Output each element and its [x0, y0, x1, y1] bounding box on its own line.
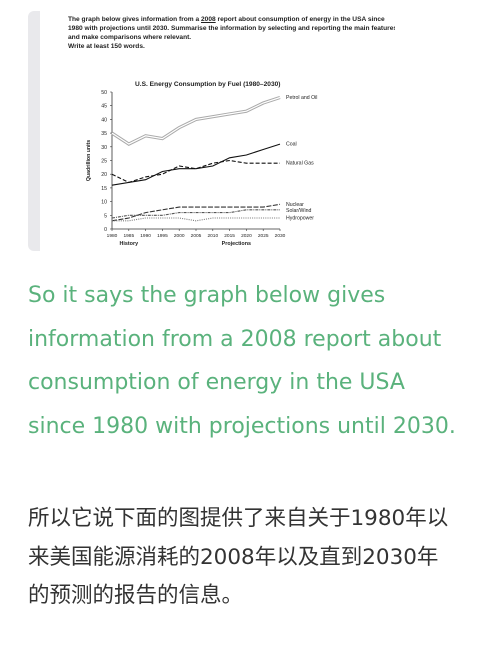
series-line-natural-gas	[111, 159, 280, 183]
series-line-petrol-and-oil	[111, 96, 281, 145]
y-tick-label: 20	[101, 172, 107, 178]
x-tick-label: 1990	[140, 233, 151, 239]
y-tick-label: 10	[101, 200, 107, 206]
y-tick-label: 30	[101, 145, 107, 151]
chinese-caption: 所以它说下面的图提供了来自关于1980年以来美国能源消耗的2008年以及直到20…	[28, 506, 449, 608]
x-tick-label: 2030	[275, 233, 286, 239]
series-line-coal	[111, 143, 281, 186]
chart-title: U.S. Energy Consumption by Fuel (1980–20…	[135, 81, 280, 88]
task-text-underlined: 2008	[201, 16, 216, 23]
x-tick-label: 2025	[258, 233, 269, 239]
x-tick-label: 1995	[157, 233, 168, 239]
y-tick-label: 0	[104, 227, 107, 233]
x-tick-label: 2020	[241, 233, 252, 239]
energy-line-chart: U.S. Energy Consumption by Fuel (1980–20…	[86, 81, 317, 247]
x-tick-label: 2000	[174, 233, 185, 239]
y-tick-label: 40	[101, 117, 107, 123]
series-label-solar-wind: Solar/Wind	[286, 208, 311, 214]
task-text-1: The graph below gives information from a	[68, 16, 201, 23]
series-line-petrol-and-oil-outer	[111, 95, 281, 146]
y-tick-label: 15	[101, 186, 107, 192]
task-text-3: Write at least 150 words.	[68, 43, 145, 50]
x-axis-label-history: History	[120, 241, 139, 247]
series-label-nuclear: Nuclear	[286, 202, 304, 208]
series-label-petrol-and-oil: Petrol and Oil	[286, 95, 317, 101]
series-label-natural-gas: Natural Gas	[286, 161, 314, 167]
series-label-hydropower: Hydropower	[286, 216, 314, 222]
series-line-solar-wind	[111, 209, 280, 219]
chart-card: The graph below gives information from a…	[28, 11, 395, 251]
english-caption: So it says the graph below gives informa…	[28, 283, 456, 439]
y-tick-label: 5	[104, 213, 107, 219]
y-axis-label: Quadrillion units	[86, 140, 92, 181]
task-text-2: report about consumption of energy in th…	[68, 16, 395, 41]
x-tick-label: 1985	[123, 233, 134, 239]
series-line-nuclear	[111, 203, 281, 222]
series-line-hydropower	[112, 217, 280, 222]
x-axis-label-projections: Projections	[222, 241, 251, 247]
x-tick-label: 2010	[207, 233, 218, 239]
y-tick-label: 45	[101, 104, 107, 110]
y-tick-label: 35	[101, 131, 107, 137]
y-tick-label: 25	[101, 159, 107, 165]
x-tick-label: 1980	[107, 233, 118, 239]
x-tick-label: 2005	[191, 233, 202, 239]
task-prompt: The graph below gives information from a…	[68, 15, 395, 51]
y-tick-label: 50	[101, 90, 107, 96]
x-tick-label: 2015	[224, 233, 235, 239]
series-label-coal: Coal	[286, 142, 297, 148]
